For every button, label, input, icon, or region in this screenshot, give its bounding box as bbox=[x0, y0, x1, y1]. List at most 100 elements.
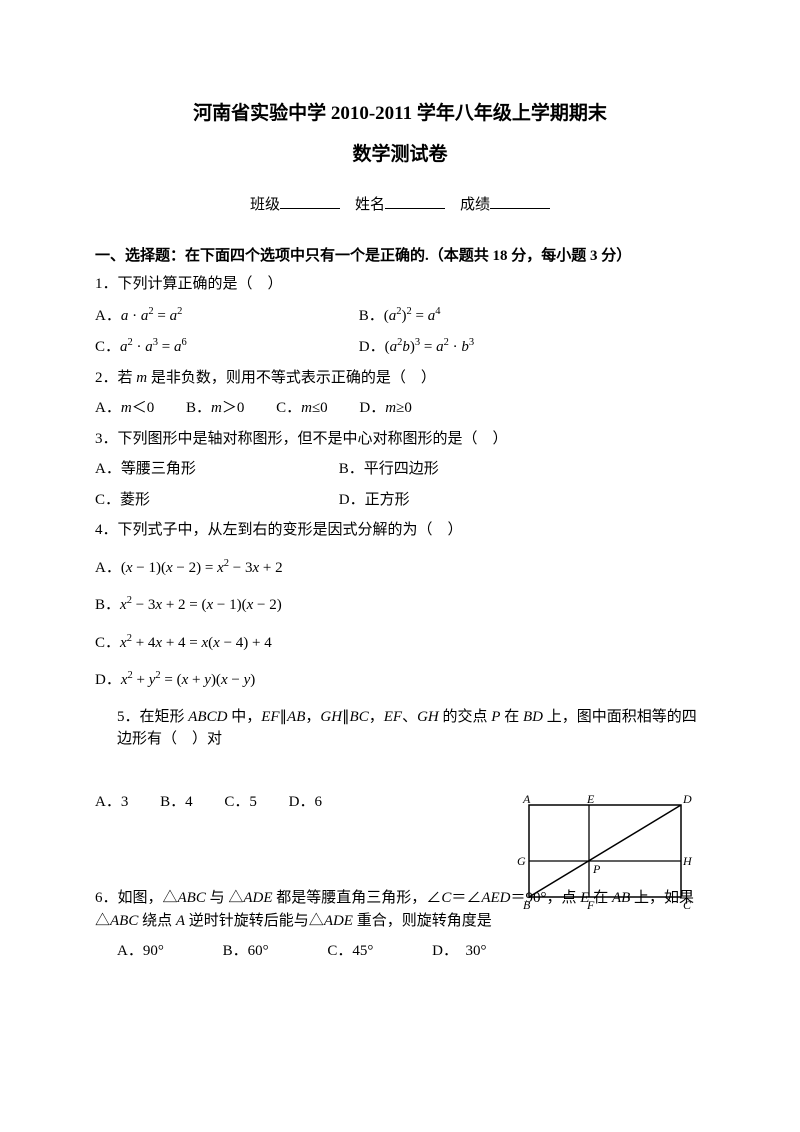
q5-s6: ， bbox=[369, 709, 384, 725]
label-class: 班级 bbox=[250, 197, 280, 213]
q5-D: D．6 bbox=[289, 791, 322, 814]
q3-stem: 3．下列图形中是轴对称图形，但不是中心对称图形的是（ ） bbox=[95, 428, 705, 451]
q5-diagram: A E D G P H B F C bbox=[515, 791, 695, 911]
q6-s13: ABC bbox=[110, 913, 138, 929]
exam-page: 河南省实验中学 2010-2011 学年八年级上学期期末 数学测试卷 班级 姓名… bbox=[0, 0, 800, 1031]
q1-D-pre: D． bbox=[359, 339, 385, 355]
q2-C-math: m≤0 bbox=[301, 400, 328, 416]
student-info-line: 班级 姓名 成绩 bbox=[95, 193, 705, 217]
lbl-A: A bbox=[522, 792, 531, 806]
q5-B: B．4 bbox=[160, 791, 193, 814]
q5-s0: 5．在矩形 bbox=[117, 709, 188, 725]
q6-s2: 与 △ bbox=[206, 890, 244, 906]
lbl-B: B bbox=[523, 898, 531, 911]
q6-s7: AED bbox=[481, 890, 510, 906]
q5-C: C．5 bbox=[224, 791, 257, 814]
q1-A-pre: A． bbox=[95, 308, 121, 324]
q5-A: A．3 bbox=[95, 791, 128, 814]
q2-D-pre: D． bbox=[359, 400, 385, 416]
q5-s1: ABCD bbox=[188, 709, 227, 725]
label-score: 成绩 bbox=[460, 197, 490, 213]
lbl-P: P bbox=[592, 862, 601, 876]
q6-s1: ABC bbox=[178, 890, 206, 906]
q3-row1: A．等腰三角形 B．平行四边形 bbox=[95, 458, 705, 481]
q1-D-math: (a2b)3 = a2 · b3 bbox=[385, 339, 474, 355]
q6-s16: 逆时针旋转后能与△ bbox=[185, 913, 324, 929]
q2-stem-pre: 2．若 bbox=[95, 370, 136, 386]
lbl-C: C bbox=[683, 898, 692, 911]
q5-s7: EF bbox=[384, 709, 402, 725]
section-1-heading: 一、选择题：在下面四个选项中只有一个是正确的.（本题共 18 分，每小题 3 分… bbox=[95, 245, 705, 268]
q4-A-math: (x − 1)(x − 2) = x2 − 3x + 2 bbox=[121, 560, 283, 576]
q4-C: C．x2 + 4x + 4 = x(x − 4) + 4 bbox=[95, 631, 705, 655]
q3-B: B．平行四边形 bbox=[339, 458, 579, 481]
title-line-1: 河南省实验中学 2010-2011 学年八年级上学期期末 bbox=[95, 100, 705, 129]
q6-s3: ADE bbox=[243, 890, 272, 906]
q5-s4: ， bbox=[305, 709, 320, 725]
q2-stem: 2．若 m 是非负数，则用不等式表示正确的是（ ） bbox=[95, 367, 705, 390]
q4-A: A．(x − 1)(x − 2) = x2 − 3x + 2 bbox=[95, 556, 705, 580]
blank-class bbox=[280, 193, 340, 209]
q2-B-pre: B． bbox=[186, 400, 211, 416]
q5-s10: 的交点 bbox=[439, 709, 492, 725]
q6-s5: C bbox=[441, 890, 451, 906]
q5-stem: 5．在矩形 ABCD 中，EF∥AB，GH∥BC，EF、GH 的交点 P 在 B… bbox=[117, 706, 705, 751]
blank-name bbox=[385, 193, 445, 209]
q1-row1: A．a · a2 = a2 B．(a2)2 = a4 bbox=[95, 304, 705, 328]
q1-A-math: a · a2 = a2 bbox=[121, 308, 182, 324]
q6-opts: A．90° B．60° C．45° D． 30° bbox=[117, 940, 705, 963]
q4-stem: 4．下列式子中，从左到右的变形是因式分解的为（ ） bbox=[95, 519, 705, 542]
q6-s0: 6．如图，△ bbox=[95, 890, 178, 906]
q5-figure-row: A．3 B．4 C．5 D．6 A E D G P H B F C bbox=[95, 791, 705, 814]
q5-s13: BD bbox=[523, 709, 543, 725]
lbl-F: F bbox=[586, 898, 595, 911]
title-line-2: 数学测试卷 bbox=[95, 141, 705, 170]
q1-B-math: (a2)2 = a4 bbox=[384, 308, 441, 324]
q5-s2: 中， bbox=[227, 709, 261, 725]
q6-B: B．60° bbox=[223, 940, 269, 963]
q2-stem-post: 是非负数，则用不等式表示正确的是（ ） bbox=[147, 370, 436, 386]
q5-s8: 、 bbox=[402, 709, 417, 725]
q4-D-pre: D． bbox=[95, 672, 121, 688]
q3-A: A．等腰三角形 bbox=[95, 458, 335, 481]
q6-s15: A bbox=[176, 913, 185, 929]
q4-C-math: x2 + 4x + 4 = x(x − 4) + 4 bbox=[120, 635, 272, 651]
q2-C-pre: C． bbox=[276, 400, 301, 416]
q1-C-pre: C． bbox=[95, 339, 120, 355]
q1-row2: C．a2 · a3 = a6 D．(a2b)3 = a2 · b3 bbox=[95, 335, 705, 359]
q1-B-pre: B． bbox=[359, 308, 384, 324]
q2-D-math: m≥0 bbox=[385, 400, 412, 416]
q2-A-math: m＜0 bbox=[121, 400, 154, 416]
q5-s9: GH bbox=[417, 709, 439, 725]
q6-s4: 都是等腰直角三角形，∠ bbox=[273, 890, 442, 906]
lbl-G: G bbox=[517, 854, 526, 868]
q1-C-math: a2 · a3 = a6 bbox=[120, 339, 187, 355]
q6-C: C．45° bbox=[327, 940, 373, 963]
lbl-D: D bbox=[682, 792, 692, 806]
q5-s3: EF∥AB bbox=[261, 709, 305, 725]
blank-score bbox=[490, 193, 550, 209]
q5-s12: 在 bbox=[500, 709, 523, 725]
lbl-H: H bbox=[682, 854, 693, 868]
q6-s18: 重合，则旋转角度是 bbox=[353, 913, 492, 929]
q4-B: B．x2 − 3x + 2 = (x − 1)(x − 2) bbox=[95, 593, 705, 617]
q6-A: A．90° bbox=[117, 940, 164, 963]
q2-A-pre: A． bbox=[95, 400, 121, 416]
q6-s17: ADE bbox=[324, 913, 353, 929]
q4-C-pre: C． bbox=[95, 635, 120, 651]
q6-D: D． 30° bbox=[432, 940, 486, 963]
q4-B-pre: B． bbox=[95, 597, 120, 613]
q2-B-math: m＞0 bbox=[211, 400, 244, 416]
q6-s6: ＝∠ bbox=[451, 890, 481, 906]
q2-opts: A．m＜0 B．m＞0 C．m≤0 D．m≥0 bbox=[95, 397, 705, 420]
q4-D: D．x2 + y2 = (x + y)(x − y) bbox=[95, 668, 705, 692]
q3-C: C．菱形 bbox=[95, 489, 335, 512]
q4-A-pre: A． bbox=[95, 560, 121, 576]
q5-s5: GH∥BC bbox=[320, 709, 368, 725]
q3-row2: C．菱形 D．正方形 bbox=[95, 489, 705, 512]
q6-s14: 绕点 bbox=[138, 913, 176, 929]
q4-D-math: x2 + y2 = (x + y)(x − y) bbox=[121, 672, 255, 688]
q3-D: D．正方形 bbox=[339, 489, 579, 512]
label-name: 姓名 bbox=[355, 197, 385, 213]
q2-stem-var: m bbox=[136, 370, 147, 386]
